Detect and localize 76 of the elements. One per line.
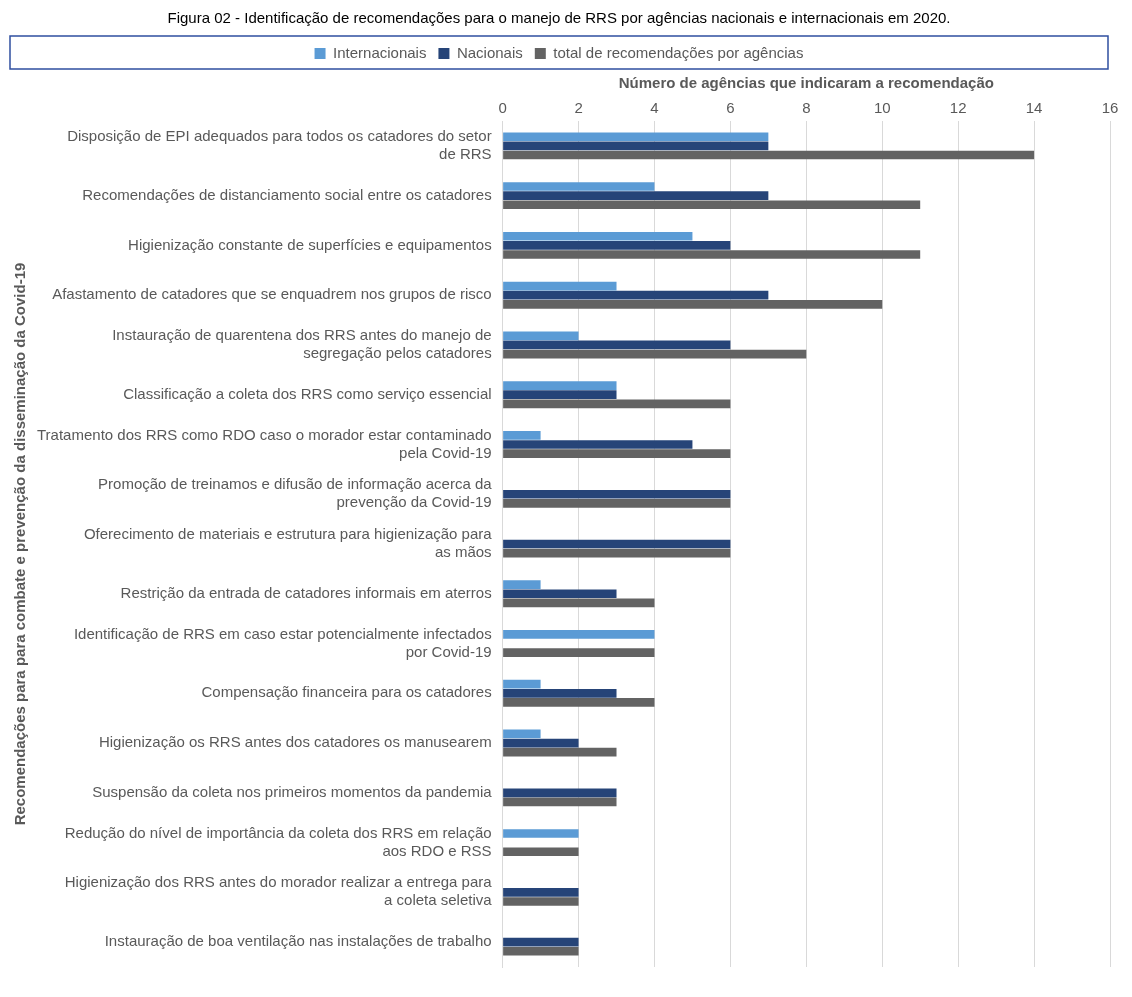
bar xyxy=(503,788,617,798)
bar xyxy=(503,449,731,458)
bar xyxy=(503,281,617,291)
chart-title: Figura 02 - Identificação de recomendações para o manejo de RRS por agências nacionais e internacionais em 2020. xyxy=(167,9,951,27)
y-tick-label: Compensação financeira para os catadores xyxy=(201,683,492,701)
y-tick-label: Promoção de treinamos e difusão de informação acerca da prevenção da Covid-19 xyxy=(98,475,493,511)
bar xyxy=(503,580,541,589)
bar xyxy=(503,589,617,599)
bar xyxy=(503,797,617,807)
bar xyxy=(503,829,579,838)
bar xyxy=(503,290,769,300)
y-tick-label: Disposição de EPI adequados para todos os catadores do setor de RRS xyxy=(67,127,492,163)
bar xyxy=(503,539,731,549)
bar xyxy=(503,250,921,259)
x-tick-label: 6 xyxy=(726,99,735,117)
bar xyxy=(503,598,655,608)
legend-label: Internacionais xyxy=(333,43,427,61)
bar xyxy=(503,381,617,390)
x-tick-label: 10 xyxy=(873,99,891,117)
bar xyxy=(503,390,617,400)
y-tick-label: Higienização constante de superfícies e equipamentos xyxy=(128,235,492,253)
y-tick-label: Recomendações de distanciamento social entre os catadores xyxy=(82,185,492,203)
bar xyxy=(503,431,541,440)
bar xyxy=(503,191,769,200)
y-tick-label: Tratamento dos RRS como RDO caso o morador estar contaminado pela Covid-19 xyxy=(37,425,492,461)
y-tick-label: Redução do nível de importância da coleta dos RRS em relação aos RDO e RSS xyxy=(64,823,492,859)
x-tick-label: 14 xyxy=(1025,99,1043,117)
x-axis-title: Número de agências que indicaram a recomendação xyxy=(618,74,994,92)
bar xyxy=(503,548,731,558)
y-tick-label: Classificação a coleta dos RRS como serviço essencial xyxy=(123,384,492,402)
x-tick-label: 2 xyxy=(574,99,583,117)
bar xyxy=(503,937,579,947)
legend-label: Nacionais xyxy=(456,43,523,61)
bar xyxy=(503,399,731,409)
bar xyxy=(503,698,655,707)
bar xyxy=(503,688,617,698)
y-tick-label: Oferecimento de materiais e estrutura para higienização para as mãos xyxy=(83,525,493,561)
y-tick-label: Afastamento de catadores que se enquadrem nos grupos de risco xyxy=(52,285,492,303)
bar xyxy=(503,738,579,748)
bar xyxy=(503,946,579,956)
bar xyxy=(503,679,541,689)
y-tick-label: Suspensão da coleta nos primeiros momentos da pandemia xyxy=(92,782,493,800)
y-tick-label: Higienização os RRS antes dos catadores os manusearem xyxy=(98,733,492,751)
bar xyxy=(503,231,693,241)
bar xyxy=(503,299,883,309)
x-tick-label: 16 xyxy=(1101,99,1119,117)
y-tick-label: Identificação de RRS em caso estar potencialmente infectados por Covid-19 xyxy=(73,624,492,660)
bar xyxy=(503,340,731,350)
bar xyxy=(503,200,921,210)
bar xyxy=(503,182,655,191)
bar xyxy=(503,132,769,142)
y-tick-label: Instauração de quarentena dos RRS antes do manejo de segregação pelos catadores xyxy=(112,326,492,362)
x-tick-label: 8 xyxy=(802,99,811,117)
bar xyxy=(503,489,731,499)
bar xyxy=(503,897,579,906)
bar xyxy=(503,747,617,757)
bar xyxy=(503,847,579,857)
legend-label: total de recomendações por agências xyxy=(553,43,804,61)
bar xyxy=(503,141,769,151)
y-tick-label: Higienização dos RRS antes do morador realizar a entrega para a coleta seletiva xyxy=(64,873,493,909)
y-axis-title: Recomendações para para combate e prevenção da disseminação da Covid-19 xyxy=(11,262,29,826)
bar xyxy=(503,331,579,341)
x-tick-label: 4 xyxy=(650,99,659,117)
bar xyxy=(503,729,541,739)
x-tick-label: 12 xyxy=(949,99,967,117)
y-tick-label: Restrição da entrada de catadores informais em aterros xyxy=(120,583,492,601)
x-tick-label: 0 xyxy=(498,99,507,117)
y-tick-label: Instauração de boa ventilação nas instalações de trabalho xyxy=(104,932,492,950)
bar xyxy=(503,499,731,508)
bar xyxy=(503,630,655,639)
bar xyxy=(503,150,1035,160)
bar xyxy=(503,241,731,250)
bar xyxy=(503,440,693,449)
bar xyxy=(503,888,579,897)
bar xyxy=(503,648,655,657)
bar xyxy=(503,349,807,359)
